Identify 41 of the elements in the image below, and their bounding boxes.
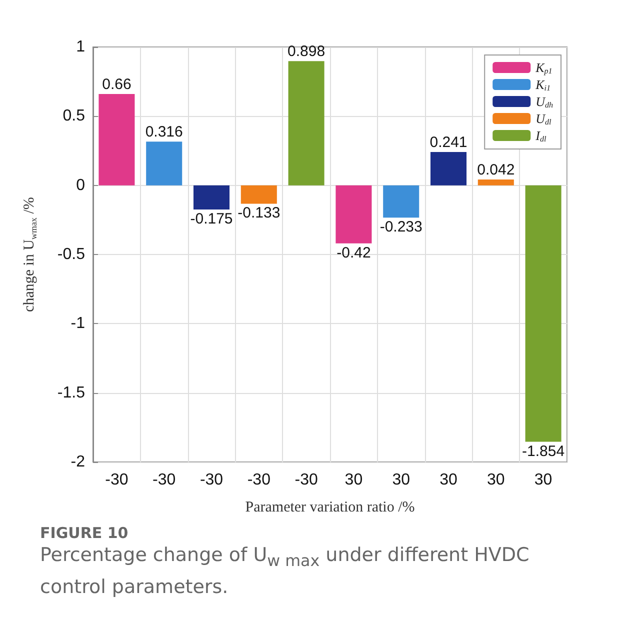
bar: [525, 185, 562, 442]
x-tick-label: 30: [487, 472, 505, 488]
x-tick-label: -30: [294, 472, 318, 488]
data-label: 0.241: [430, 134, 468, 151]
data-label: 0.042: [477, 162, 515, 179]
bar: [288, 61, 324, 186]
data-label: 0.316: [145, 124, 183, 141]
bar: [193, 185, 230, 210]
x-tick-label: 30: [392, 472, 410, 488]
y-tick-label: -2: [70, 454, 86, 470]
x-tick-label: 30: [440, 472, 458, 488]
data-label: -0.175: [190, 210, 233, 228]
y-tick-label: -0.5: [57, 246, 86, 263]
x-tick-label: -30: [200, 472, 224, 488]
x-axis-title: Parameter variation ratio /%: [245, 500, 415, 516]
x-tick-label: -30: [152, 472, 176, 488]
data-label: 0.898: [288, 43, 326, 60]
y-axis-title: change in Uwmax /%: [22, 197, 38, 312]
data-label: -0.233: [380, 218, 422, 236]
bar: [240, 185, 277, 204]
x-tick-label: 30: [534, 472, 552, 488]
bar: [146, 142, 182, 186]
text: Percentage change of U$_{w max}$ under different HVDC control parameters.: [40, 544, 530, 598]
x-tick-label: -30: [105, 472, 128, 488]
bar: [430, 152, 467, 186]
bar: [383, 185, 420, 218]
y-tick-label: 1: [76, 38, 86, 56]
y-tick-label: 0.5: [62, 108, 86, 125]
y-tick-label: 0: [76, 176, 86, 194]
data-label: -1.854: [522, 442, 565, 460]
data-label: -0.42: [336, 244, 371, 262]
text: FIGURE 10: [40, 524, 130, 542]
bar: [478, 180, 514, 186]
y-tick-label: -1: [70, 315, 86, 332]
data-label: -0.133: [238, 204, 280, 222]
y-tick-label: -1.5: [57, 384, 86, 402]
bar: [336, 185, 372, 244]
x-tick-label: 30: [344, 472, 363, 488]
bar: [98, 94, 135, 186]
x-tick-label: -30: [247, 472, 271, 488]
data-label: 0.66: [102, 76, 132, 94]
